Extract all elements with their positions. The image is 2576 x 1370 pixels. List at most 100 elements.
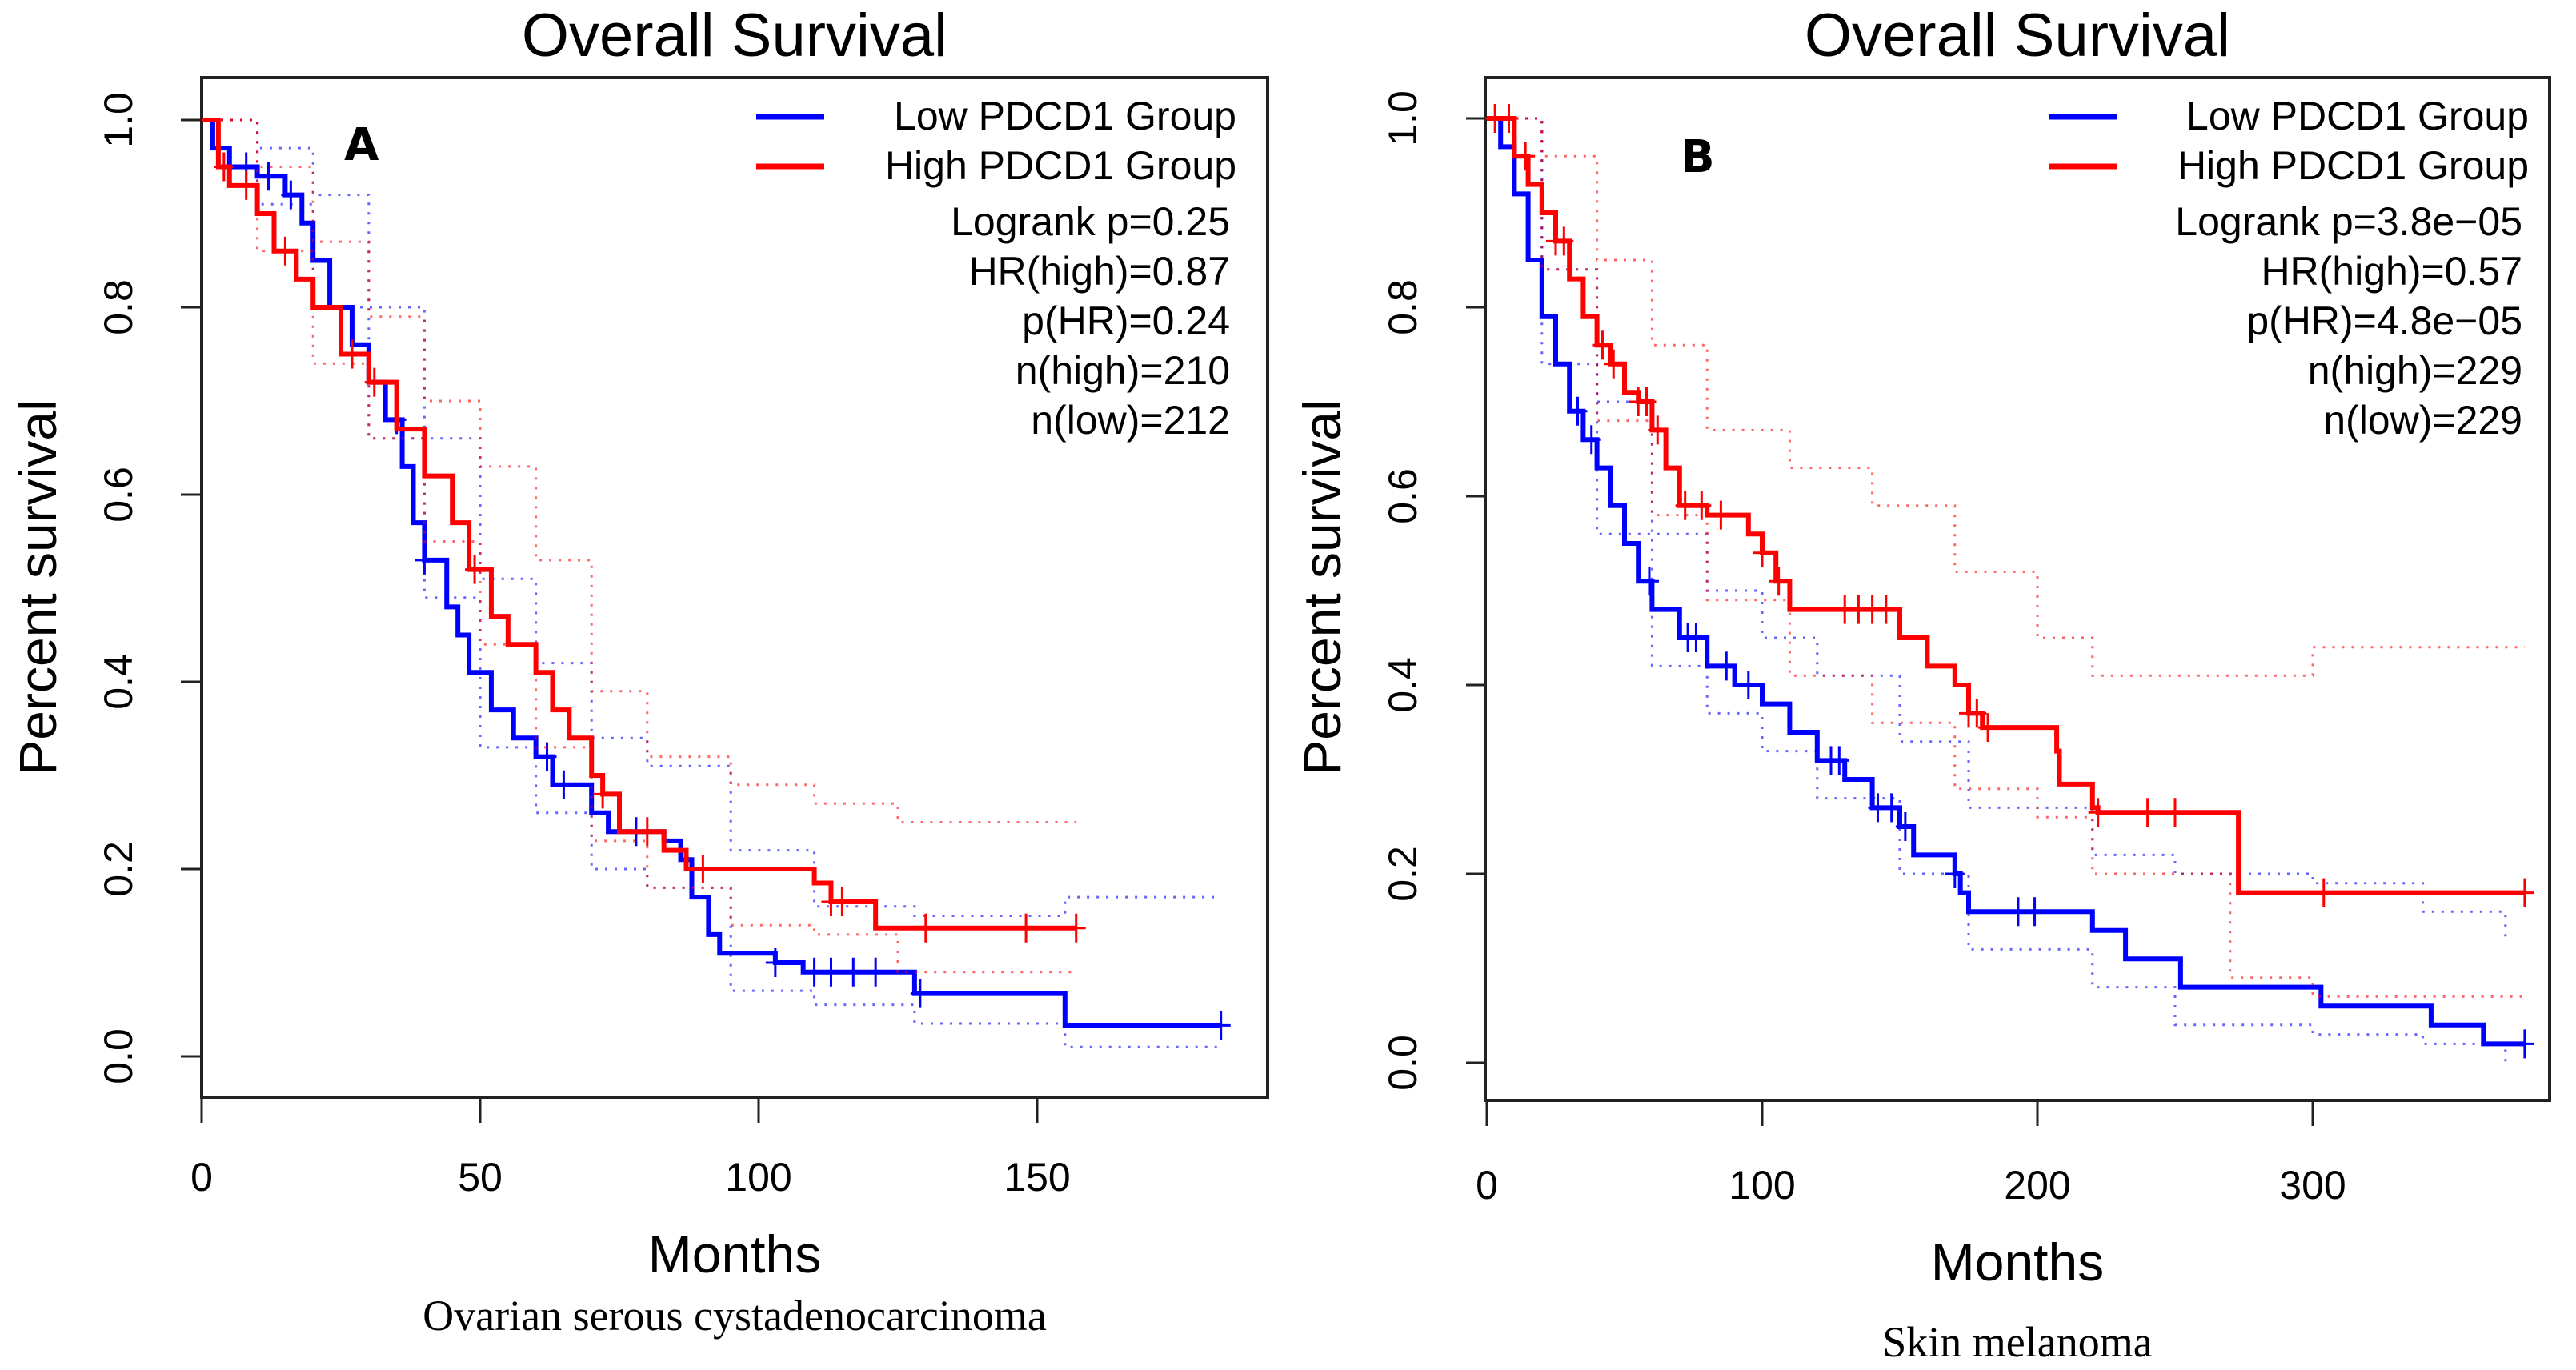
stat-label: n(low)=212	[1031, 398, 1230, 443]
x-tick-label: 150	[1004, 1155, 1070, 1200]
censor-mark	[2088, 798, 2108, 827]
censor-mark	[1499, 104, 1519, 133]
censor-mark	[2025, 897, 2045, 927]
low-pdcd1-group-ci-upper	[1487, 117, 2507, 940]
censor-mark	[693, 855, 713, 883]
panel-b-yticks: 0.0 0.2 0.4 0.6 0.8 1.0	[1380, 90, 1487, 1091]
censor-mark	[1686, 623, 1706, 652]
stat-label: HR(high)=0.87	[968, 249, 1230, 294]
censor-mark	[2514, 1029, 2534, 1059]
censor-mark	[1711, 500, 1731, 530]
censor-mark	[832, 887, 852, 916]
censor-mark	[554, 770, 574, 799]
panel-b: Overall Survival B Percent survival Mont…	[1292, 2, 2551, 1366]
censor-mark	[2165, 798, 2185, 827]
panel-b-xlabel: Months	[1931, 1232, 2104, 1292]
censor-mark	[637, 817, 657, 847]
low-pdcd1-group-survival-curve	[202, 118, 1221, 1028]
censor-mark	[1592, 330, 1613, 360]
censor-mark	[465, 555, 485, 584]
x-tick-label: 200	[2004, 1163, 2070, 1208]
legend-label: High PDCD1 Group	[885, 143, 1236, 188]
censor-mark	[915, 913, 935, 943]
panel-b-xticks: 0 100 200 300	[1476, 1100, 2346, 1208]
x-tick-label: 0	[190, 1155, 213, 1200]
censor-mark	[537, 742, 557, 771]
censor-mark	[821, 957, 841, 987]
y-tick-label: 0.2	[1380, 846, 1425, 902]
stat-label: HR(high)=0.57	[2261, 249, 2522, 294]
legend-label: Low PDCD1 Group	[894, 94, 1236, 138]
panel-a: Overall Survival A Percent survival Mont…	[8, 2, 1269, 1340]
stat-label: n(low)=229	[2323, 398, 2522, 443]
censor-mark	[1881, 793, 1901, 823]
censor-mark	[2008, 897, 2028, 927]
y-tick-label: 0.4	[96, 654, 141, 710]
censor-mark	[281, 180, 301, 210]
censor-mark	[364, 367, 384, 397]
censor-mark	[2514, 878, 2534, 907]
censor-mark	[1604, 349, 1624, 379]
stat-label: Logrank p=3.8e−05	[2175, 199, 2522, 244]
x-tick-label: 50	[458, 1155, 503, 1200]
censor-mark	[1637, 387, 1657, 416]
y-tick-label: 1.0	[1380, 90, 1425, 146]
censor-mark	[1769, 567, 1789, 596]
censor-mark	[1581, 425, 1601, 455]
censor-mark	[910, 979, 930, 1008]
high-pdcd1-group-survival-curve	[202, 118, 1076, 931]
stat-label: p(HR)=4.8e−05	[2246, 298, 2522, 343]
high-pdcd1-group-ci-lower	[202, 118, 1076, 974]
censor-mark	[1945, 859, 1965, 888]
censor-mark	[2137, 798, 2157, 827]
low-pdcd1-group-ci-lower	[1487, 117, 2507, 1063]
censor-mark	[1066, 913, 1086, 943]
panel-a-subtitle: Ovarian serous cystadenocarcinoma	[423, 1292, 1047, 1340]
x-tick-label: 0	[1476, 1163, 1498, 1208]
panel-a-legend: Low PDCD1 Group High PDCD1 Group Logrank p…	[756, 94, 1236, 443]
stat-label: n(high)=229	[2308, 348, 2522, 393]
x-tick-label: 100	[725, 1155, 791, 1200]
censor-mark	[2314, 878, 2334, 907]
censor-mark	[1967, 699, 1987, 728]
y-tick-label: 0.8	[1380, 279, 1425, 335]
y-tick-label: 0.6	[1380, 468, 1425, 524]
censor-mark	[1829, 746, 1849, 775]
censor-mark	[1738, 671, 1758, 699]
stat-label: n(high)=210	[1016, 348, 1230, 393]
censor-mark	[1978, 713, 1998, 743]
censor-mark	[804, 957, 824, 987]
panel-a-xlabel: Months	[648, 1224, 821, 1284]
y-tick-label: 0.0	[1380, 1035, 1425, 1091]
y-tick-label: 0.6	[96, 467, 141, 523]
censor-mark	[866, 957, 886, 987]
high-pdcd1-group-ci-upper	[202, 118, 1076, 823]
legend-label: Low PDCD1 Group	[2186, 94, 2529, 138]
censor-mark	[1568, 396, 1588, 426]
stat-label: p(HR)=0.24	[1022, 298, 1230, 343]
y-tick-label: 0.0	[96, 1028, 141, 1084]
censor-mark	[1692, 491, 1712, 520]
censor-mark	[1895, 812, 1915, 841]
censor-mark	[765, 948, 785, 977]
x-tick-label: 100	[1729, 1163, 1795, 1208]
censor-mark	[1876, 595, 1896, 624]
panel-a-title: Overall Survival	[522, 2, 947, 70]
panel-a-ylabel: Percent survival	[8, 399, 67, 775]
stat-label: Logrank p=0.25	[951, 199, 1230, 244]
censor-mark	[258, 162, 278, 191]
panel-a-plot-frame	[200, 76, 1269, 1099]
panel-a-yticks: 0.0 0.2 0.4 0.6 0.8 1.0	[96, 92, 202, 1084]
panel-b-legend: Low PDCD1 Group High PDCD1 Group Logrank p…	[2049, 94, 2529, 443]
low-pdcd1-group-ci-upper	[202, 118, 1221, 917]
y-tick-label: 0.8	[96, 279, 141, 335]
censor-mark	[1211, 1011, 1231, 1040]
panel-a-curves	[202, 118, 1231, 1048]
panel-b-subtitle: Skin melanoma	[1882, 1318, 2152, 1366]
panel-b-ylabel: Percent survival	[1292, 399, 1352, 775]
panel-a-letter: A	[344, 119, 379, 171]
censor-mark	[1753, 538, 1772, 567]
censor-mark	[236, 170, 256, 200]
censor-mark	[342, 339, 362, 369]
